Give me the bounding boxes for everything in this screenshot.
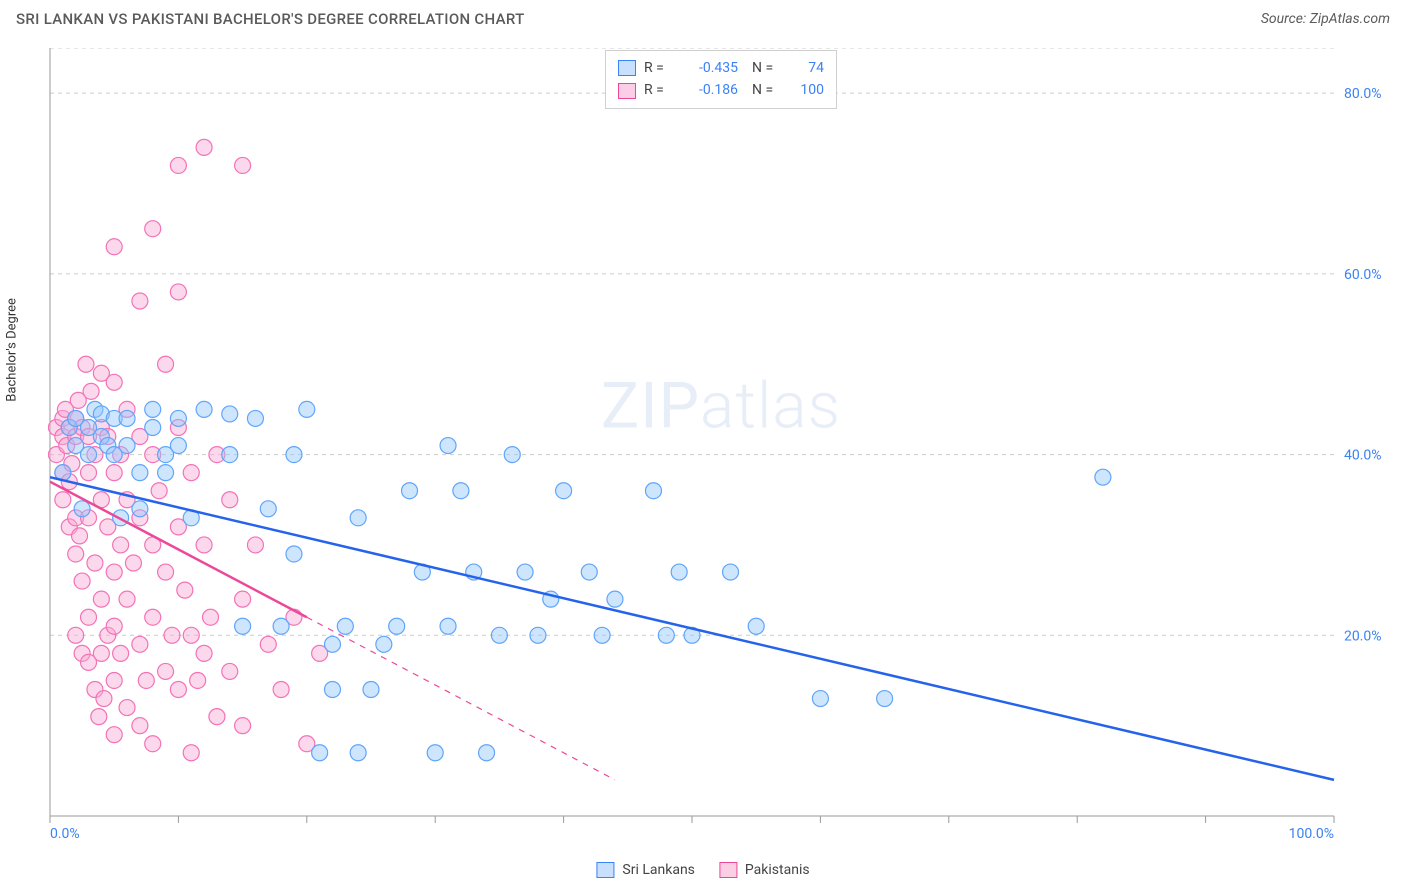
- swatch-blue-icon: [618, 60, 636, 76]
- svg-text:60.0%: 60.0%: [1344, 267, 1382, 283]
- chart-title: SRI LANKAN VS PAKISTANI BACHELOR'S DEGRE…: [16, 10, 525, 28]
- n-label: N =: [752, 79, 780, 101]
- r-label: R =: [644, 79, 674, 101]
- legend-item-pakistanis: Pakistanis: [719, 862, 810, 878]
- n-label: N =: [752, 57, 780, 79]
- legend-label: Sri Lankans: [622, 862, 695, 878]
- scatter-plot: 20.0% 40.0% 60.0% 80.0% 0.0% 100.0%: [48, 48, 1394, 844]
- r-value-pink: -0.186: [682, 79, 738, 101]
- chart-source: Source: ZipAtlas.com: [1261, 11, 1390, 27]
- svg-text:40.0%: 40.0%: [1344, 448, 1382, 464]
- svg-text:100.0%: 100.0%: [1289, 826, 1334, 842]
- chart-area: Bachelor's Degree ZIPatlas R = -0.435 N …: [48, 48, 1394, 844]
- chart-header: SRI LANKAN VS PAKISTANI BACHELOR'S DEGRE…: [0, 0, 1406, 34]
- legend-label: Pakistanis: [745, 862, 810, 878]
- correlation-legend: R = -0.435 N = 74 R = -0.186 N = 100: [605, 50, 837, 109]
- y-axis-label: Bachelor's Degree: [5, 298, 20, 402]
- n-value-blue: 74: [788, 57, 824, 79]
- r-value-blue: -0.435: [682, 57, 738, 79]
- legend-row-pink: R = -0.186 N = 100: [618, 79, 824, 101]
- r-label: R =: [644, 57, 674, 79]
- svg-text:80.0%: 80.0%: [1344, 86, 1382, 102]
- svg-text:20.0%: 20.0%: [1344, 628, 1382, 644]
- swatch-blue-icon: [596, 862, 614, 878]
- swatch-pink-icon: [719, 862, 737, 878]
- legend-row-blue: R = -0.435 N = 74: [618, 57, 824, 79]
- n-value-pink: 100: [788, 79, 824, 101]
- svg-text:0.0%: 0.0%: [50, 826, 80, 842]
- swatch-pink-icon: [618, 83, 636, 99]
- legend-item-sri-lankans: Sri Lankans: [596, 862, 695, 878]
- series-legend: Sri Lankans Pakistanis: [596, 862, 809, 878]
